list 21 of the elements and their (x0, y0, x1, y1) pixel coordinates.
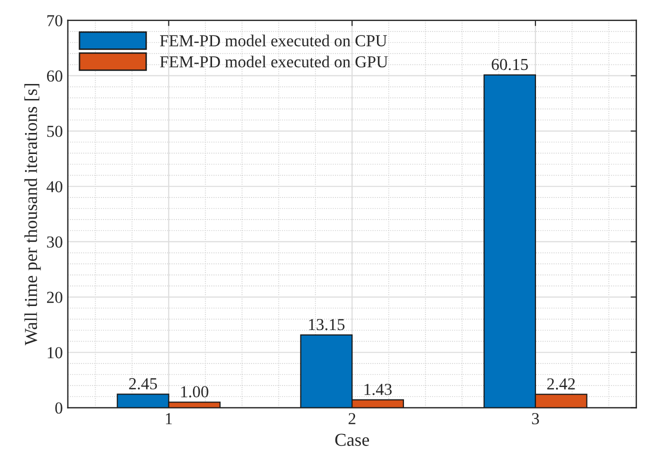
text: 2.45 (129, 378, 157, 390)
legend-label: FEM-PD model executed on GPU (160, 56, 388, 68)
x-tick-label: 3 (532, 413, 539, 424)
text: 1.43 (364, 384, 392, 396)
text: 60.15 (492, 58, 528, 70)
y-tick-label: 30 (47, 236, 62, 248)
legend-label: FEM-PD model executed on CPU (160, 34, 387, 46)
x-tick-label: 1 (166, 413, 172, 424)
y-tick-label: 50 (47, 126, 62, 137)
y-axis-title: Wall time per thousand iterations [s] (24, 84, 41, 346)
text: 2.42 (547, 378, 575, 390)
text: 1.00 (181, 386, 208, 398)
x-axis-title: Case (335, 434, 369, 446)
y-tick-label: 40 (46, 181, 62, 192)
y-tick-label: 70 (47, 15, 62, 26)
y-tick-label: 20 (47, 292, 62, 303)
y-tick-label: 10 (48, 347, 62, 358)
y-tick-label: 60 (47, 70, 62, 82)
text: 13.15 (309, 318, 344, 330)
y-tick-label: 0 (55, 402, 62, 414)
x-tick-label: 2 (348, 413, 356, 424)
